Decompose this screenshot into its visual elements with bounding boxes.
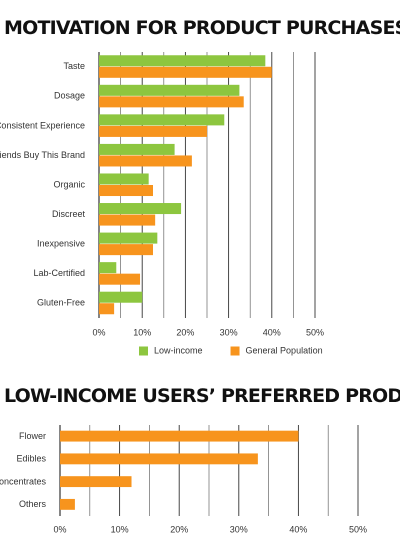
legend-label: General Population (246, 345, 323, 355)
bar (99, 303, 115, 315)
bar (99, 84, 240, 96)
bar (99, 143, 175, 155)
x-tick-label: 20% (170, 524, 188, 534)
x-tick-label: 10% (111, 524, 129, 534)
y-tick-label: Edibles (16, 454, 46, 464)
x-tick-label: 50% (349, 524, 367, 534)
y-tick-label: Concentrates (0, 476, 46, 486)
y-tick-label: Lab-Certified (33, 268, 85, 278)
y-tick-label: Others (19, 499, 47, 509)
bar (99, 125, 207, 137)
bar (99, 244, 153, 256)
bar (99, 66, 272, 78)
y-tick-label: Gluten-Free (37, 298, 85, 308)
x-tick-label: 50% (306, 327, 324, 337)
y-tick-label: Dosage (54, 91, 85, 101)
legend-label: Low-income (154, 345, 203, 355)
legend-swatch (230, 346, 240, 356)
y-tick-label: Taste (63, 61, 85, 71)
bar (99, 173, 149, 185)
y-tick-label: Friends Buy This Brand (0, 150, 85, 160)
x-tick-label: 0% (53, 524, 66, 534)
x-tick-label: 20% (176, 327, 194, 337)
y-tick-label: Organic (53, 179, 85, 189)
bar (99, 55, 266, 67)
chart-title: MOTIVATION FOR PRODUCT PURCHASES (4, 17, 400, 39)
y-tick-label: Inexpensive (37, 238, 85, 248)
x-tick-label: 30% (230, 524, 248, 534)
y-tick-label: Flower (19, 431, 46, 441)
bar (60, 453, 258, 465)
bar (99, 214, 156, 226)
x-tick-label: 10% (133, 327, 151, 337)
x-tick-label: 30% (220, 327, 238, 337)
chart-title: LOW-INCOME USERS’ PREFERRED PRODUCTS (4, 385, 400, 407)
bar (60, 476, 132, 488)
bar (60, 498, 75, 510)
x-tick-label: 40% (263, 327, 281, 337)
y-tick-label: Discreet (52, 209, 86, 219)
bar (99, 203, 182, 215)
bar (99, 114, 225, 126)
legend-swatch (139, 346, 148, 356)
bar (99, 273, 141, 285)
y-tick-label: Consistent Experience (0, 120, 85, 130)
bar (99, 262, 117, 274)
bar (99, 185, 153, 197)
bar (60, 430, 299, 442)
bar (99, 232, 158, 244)
bar (99, 291, 143, 303)
x-tick-label: 40% (289, 524, 307, 534)
bar (99, 96, 244, 108)
x-tick-label: 0% (92, 327, 105, 337)
bar (99, 155, 192, 167)
